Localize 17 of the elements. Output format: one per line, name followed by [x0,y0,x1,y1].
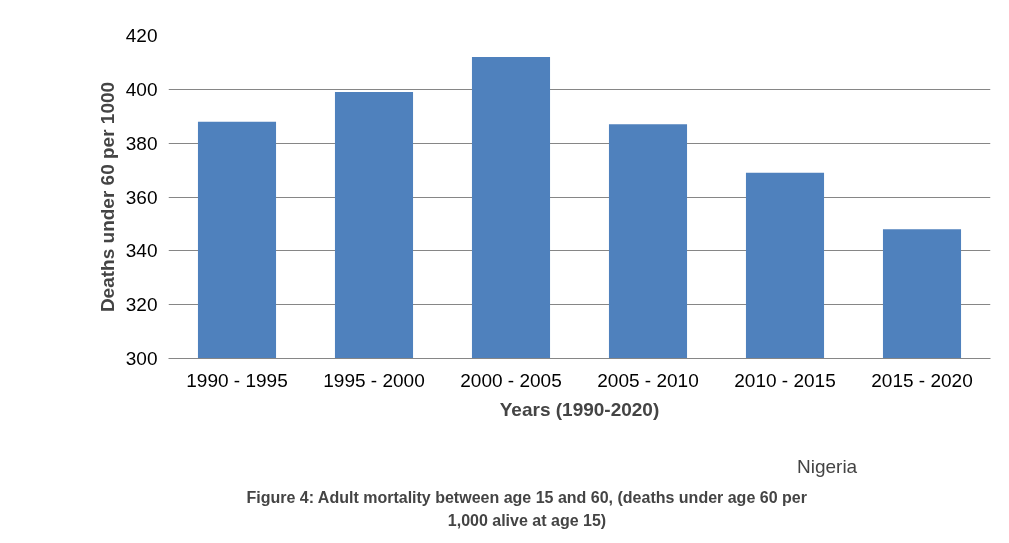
x-tick-label: 1990 - 1995 [186,369,288,391]
y-tick-label: 320 [125,294,158,316]
text: Nigeria [797,456,858,478]
x-tick-label: 2015 - 2020 [871,369,973,391]
y-tick-label: 420 [125,25,158,46]
x-tick-label: 1995 - 2000 [323,369,425,391]
y-tick-label: 380 [125,132,158,154]
caption: Figure 4: Adult mortality between age 15 and 60, (deaths under age 60 per 1,000 alive at age 15) [246,488,807,529]
x-tick-label: 2005 - 2010 [597,369,699,391]
x-tick-label: 2010 - 2015 [734,369,836,391]
x-axis-title: Years (1990-2020) [499,398,660,420]
y-axis-title: Deaths under 60 per 1000 [96,81,118,313]
x-tick-label: 2000 - 2005 [460,369,562,391]
y-tick-label: 360 [125,186,158,208]
y-tick-label: 400 [125,78,158,100]
y-tick-label: 300 [125,348,158,369]
y-tick-label: 340 [125,240,158,262]
